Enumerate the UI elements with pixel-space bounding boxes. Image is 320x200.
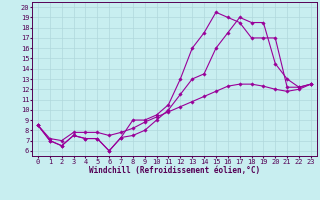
X-axis label: Windchill (Refroidissement éolien,°C): Windchill (Refroidissement éolien,°C) bbox=[89, 166, 260, 175]
